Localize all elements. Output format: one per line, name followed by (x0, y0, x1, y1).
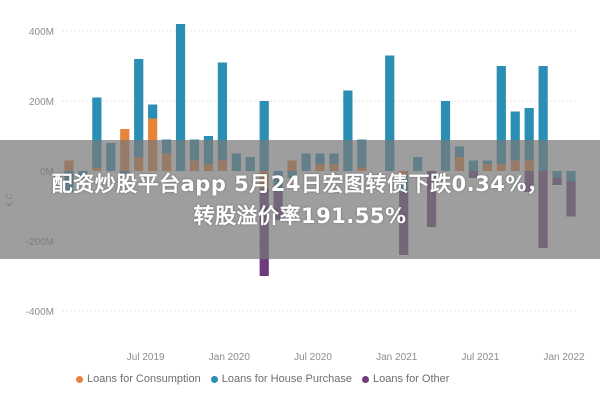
bar-loans-for-house-purchase (92, 97, 102, 168)
y-tick-label: -400M (26, 307, 54, 318)
headline-line-2: 转股溢价率191.55% (193, 203, 407, 228)
y-tick-label: 400M (29, 27, 54, 38)
headline-banner: 配资炒股平台app 5月24日宏图转债下跌0.34%， 转股溢价率191.55% (0, 140, 600, 259)
x-tick-label: Jan 2020 (209, 352, 251, 363)
bar-loans-for-house-purchase (259, 101, 269, 171)
legend-label: Loans for Consumption (87, 373, 201, 385)
bar-loans-for-house-purchase (524, 108, 534, 161)
chart-legend: Loans for Consumption Loans for House Pur… (76, 373, 449, 385)
legend-item: Loans for Other (361, 373, 450, 385)
legend-label: Loans for Other (372, 373, 450, 385)
bar-loans-for-house-purchase (510, 111, 520, 161)
bar-loans-for-house-purchase (496, 66, 506, 164)
legend-label: Loans for House Purchase (221, 373, 352, 385)
y-tick-label: 200M (29, 97, 54, 108)
bar-loans-for-house-purchase (217, 62, 227, 161)
legend-dot-icon (210, 375, 218, 383)
legend-dot-icon (361, 375, 369, 383)
x-tick-label: Jul 2021 (461, 352, 499, 363)
bar-loans-for-house-purchase (134, 59, 144, 157)
bar-loans-for-house-purchase (538, 66, 548, 171)
headline-line-1: 配资炒股平台app 5月24日宏图转债下跌0.34%， (51, 171, 549, 196)
bar-loans-for-house-purchase (148, 104, 158, 119)
x-tick-label: Jan 2021 (376, 352, 418, 363)
x-tick-label: Jul 2019 (127, 352, 165, 363)
bar-loans-for-house-purchase (440, 101, 451, 171)
x-axis-ticks: Jul 2019 Jan 2020 Jul 2020 Jan 2021 Jul 2021… (127, 352, 585, 363)
legend-dot-icon (76, 375, 83, 383)
bar-loans-for-house-purchase (343, 90, 353, 171)
bar-loans-for-house-purchase (385, 55, 395, 171)
legend-item: Loans for Consumption (76, 373, 201, 385)
x-tick-label: Jan 2022 (543, 352, 585, 363)
x-tick-label: Jul 2020 (294, 352, 332, 363)
legend-item: Loans for House Purchase (210, 373, 352, 385)
bar-loans-for-house-purchase (175, 24, 186, 171)
